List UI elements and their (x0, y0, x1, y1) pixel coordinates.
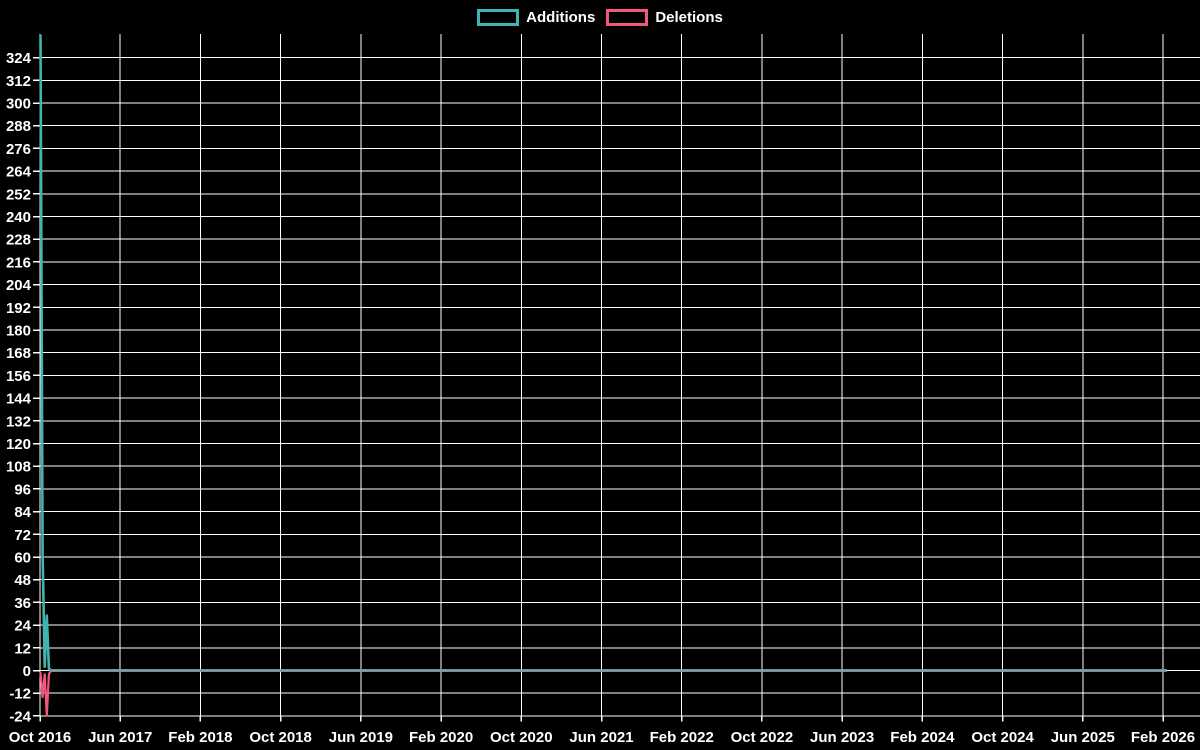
chart-legend: Additions Deletions (0, 9, 1200, 26)
y-axis-tick-label: 276 (6, 141, 31, 158)
additions-swatch-icon (477, 9, 520, 26)
x-axis-tick-label: Jun 2017 (88, 729, 152, 746)
y-axis-tick-label: -12 (9, 686, 31, 703)
y-axis-tick-label: 60 (14, 550, 31, 567)
y-axis-tick-label: 168 (6, 345, 31, 362)
x-axis-tick-label: Jun 2021 (569, 729, 633, 746)
additions-legend-label: Additions (526, 9, 596, 26)
legend-item-deletions: Deletions (606, 9, 723, 26)
deletions-swatch-icon (606, 9, 649, 26)
y-axis-tick-label: 0 (23, 663, 31, 680)
y-axis-tick-label: 12 (14, 640, 31, 657)
y-axis-tick-label: 96 (14, 481, 31, 498)
y-axis-tick-label: 180 (6, 323, 31, 340)
x-axis-tick-label: Jun 2023 (810, 729, 874, 746)
y-axis-tick-label: 264 (6, 164, 32, 181)
y-axis-tick-label: 36 (14, 595, 31, 612)
y-axis-tick-label: 288 (6, 118, 31, 135)
x-axis-tick-label: Feb 2026 (1131, 729, 1195, 746)
x-axis-tick-label: Oct 2016 (9, 729, 72, 746)
y-axis-tick-label: 48 (14, 572, 31, 589)
legend-item-additions: Additions (477, 9, 595, 26)
x-axis-tick-label: Oct 2018 (249, 729, 312, 746)
y-axis-tick-label: 252 (6, 186, 31, 203)
y-axis-tick-label: 216 (6, 254, 31, 271)
x-axis-tick-label: Jun 2019 (329, 729, 393, 746)
y-axis-tick-label: 192 (6, 300, 31, 317)
y-axis-tick-label: 156 (6, 368, 31, 385)
y-axis-tick-label: 120 (6, 436, 31, 453)
y-axis-tick-label: 204 (6, 277, 32, 294)
y-axis-tick-label: -24 (9, 708, 31, 725)
y-axis-tick-label: 84 (14, 504, 31, 521)
y-axis-tick-label: 144 (6, 391, 32, 408)
y-axis-tick-label: 240 (6, 209, 31, 226)
x-axis-tick-label: Oct 2022 (731, 729, 794, 746)
y-axis-tick-label: 24 (14, 618, 31, 635)
y-axis-tick-label: 324 (6, 50, 32, 67)
x-axis-tick-label: Jun 2025 (1051, 729, 1115, 746)
y-axis-tick-label: 228 (6, 232, 31, 249)
x-axis-tick-label: Feb 2024 (890, 729, 955, 746)
y-axis-tick-label: 132 (6, 413, 31, 430)
y-axis-tick-label: 108 (6, 459, 31, 476)
y-axis-tick-label: 312 (6, 73, 31, 90)
y-axis-tick-label: 300 (6, 96, 31, 113)
x-axis-tick-label: Oct 2024 (971, 729, 1034, 746)
deletions-legend-label: Deletions (655, 9, 723, 26)
x-axis-tick-label: Feb 2020 (409, 729, 473, 746)
y-axis-tick-label: 72 (14, 527, 31, 544)
x-axis-tick-label: Oct 2020 (490, 729, 553, 746)
x-axis-tick-label: Feb 2022 (650, 729, 714, 746)
x-axis-tick-label: Feb 2018 (168, 729, 232, 746)
